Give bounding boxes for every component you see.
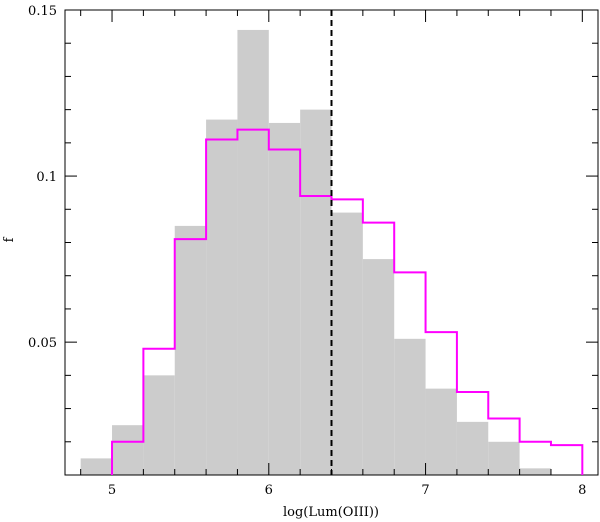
- magenta-histogram: [111, 128, 584, 475]
- y-tick-label: 0.15: [28, 4, 57, 19]
- x-tick-label: 5: [108, 483, 116, 498]
- x-tick-label: 8: [578, 483, 586, 498]
- y-tick-label: 0.05: [28, 336, 57, 351]
- gray-bar: [456, 421, 489, 475]
- x-axis-label: log(Lum(OIII)): [283, 505, 379, 520]
- gray-bar: [206, 119, 238, 475]
- y-axis-label: f: [2, 236, 17, 242]
- gray-bar: [143, 375, 175, 475]
- gray-bar: [394, 338, 426, 475]
- x-tick-label: 6: [265, 483, 273, 498]
- gray-bar: [519, 468, 551, 475]
- tick-labels: 5 6 7 8 0.05 0.1 0.15: [28, 4, 586, 498]
- gray-bar: [425, 388, 457, 475]
- gray-bar: [80, 458, 113, 475]
- gray-bar: [488, 441, 520, 475]
- magenta-step-line: [111, 128, 584, 475]
- gray-bar: [174, 225, 207, 475]
- gray-bar: [300, 109, 332, 476]
- gray-histogram: [80, 29, 551, 476]
- y-tick-label: 0.1: [36, 170, 57, 185]
- gray-bar: [112, 425, 144, 475]
- x-tick-label: 7: [421, 483, 429, 498]
- gray-bar: [268, 122, 301, 475]
- axis-ticks: [65, 9, 598, 476]
- gray-bar: [362, 259, 395, 475]
- gray-bar: [331, 212, 363, 475]
- gray-bar: [237, 29, 269, 476]
